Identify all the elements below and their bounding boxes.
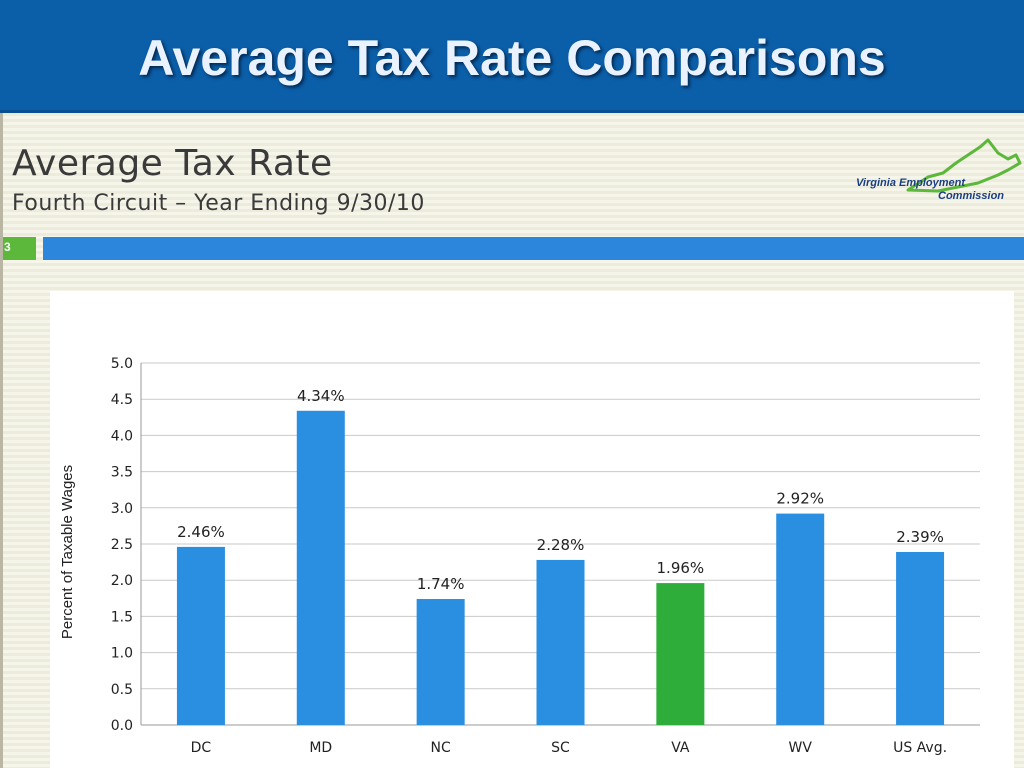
x-tick-label: SC [551, 740, 570, 756]
page-title: Average Tax Rate Comparisons [138, 30, 886, 86]
y-tick-label: 4.5 [111, 392, 133, 408]
bar-chart: 0.0 0.5 1.0 1.5 2.0 2.5 3.0 3.5 4.0 4.5 5.0 Percent… [59, 356, 980, 756]
data-label: 1.74% [417, 575, 465, 593]
data-label: 2.46% [177, 523, 225, 541]
bar-nc [416, 599, 465, 725]
slide-header-banner: Average Tax Rate Comparisons [0, 0, 1024, 113]
x-tick-label: VA [671, 740, 690, 756]
x-tick-label: MD [309, 740, 332, 756]
x-tick-label: WV [789, 740, 813, 756]
bar-md [296, 410, 345, 725]
x-tick-label: US Avg. [893, 740, 947, 756]
data-label: 2.92% [776, 490, 824, 508]
x-tick-label: DC [191, 740, 212, 756]
data-label: 1.96% [657, 559, 705, 577]
chart-panel: 0.0 0.5 1.0 1.5 2.0 2.5 3.0 3.5 4.0 4.5 5.0 Percent… [50, 291, 1014, 768]
vec-logo: Virginia Employment Commission [848, 135, 1023, 210]
y-axis-title: Percent of Taxable Wages [59, 465, 76, 639]
y-tick-label: 2.0 [111, 573, 133, 589]
virginia-map-icon [906, 138, 1022, 193]
bar-usavg [896, 551, 945, 725]
accent-strip [43, 237, 1024, 260]
y-tick-label: 1.5 [111, 609, 133, 625]
data-label: 4.34% [297, 387, 345, 405]
bar-sc [536, 559, 585, 725]
y-tick-label: 3.5 [111, 465, 133, 481]
x-tick-label: NC [431, 740, 451, 756]
slide-title: Average Tax Rate [12, 143, 333, 184]
logo-text-line2: Commission [938, 190, 1005, 202]
y-tick-label: 5.0 [111, 356, 133, 372]
y-tick-label: 1.0 [111, 646, 133, 662]
bar-dc [176, 546, 225, 725]
bar-wv [776, 513, 825, 725]
bar-va [656, 583, 705, 725]
logo-text-line1: Virginia Employment [856, 177, 966, 189]
slide-number: 3 [4, 240, 11, 254]
y-tick-label: 0.5 [111, 682, 133, 698]
slide-number-badge: 3 [3, 237, 36, 260]
data-label: 2.28% [537, 536, 585, 554]
y-tick-label: 0.0 [111, 718, 133, 734]
slide-image: Average Tax Rate Fourth Circuit – Year E… [0, 113, 1024, 768]
data-label: 2.39% [896, 528, 944, 546]
slide-subtitle: Fourth Circuit – Year Ending 9/30/10 [12, 191, 425, 216]
y-tick-label: 4.0 [111, 428, 133, 444]
y-tick-label: 3.0 [111, 501, 133, 517]
y-tick-label: 2.5 [111, 537, 133, 553]
